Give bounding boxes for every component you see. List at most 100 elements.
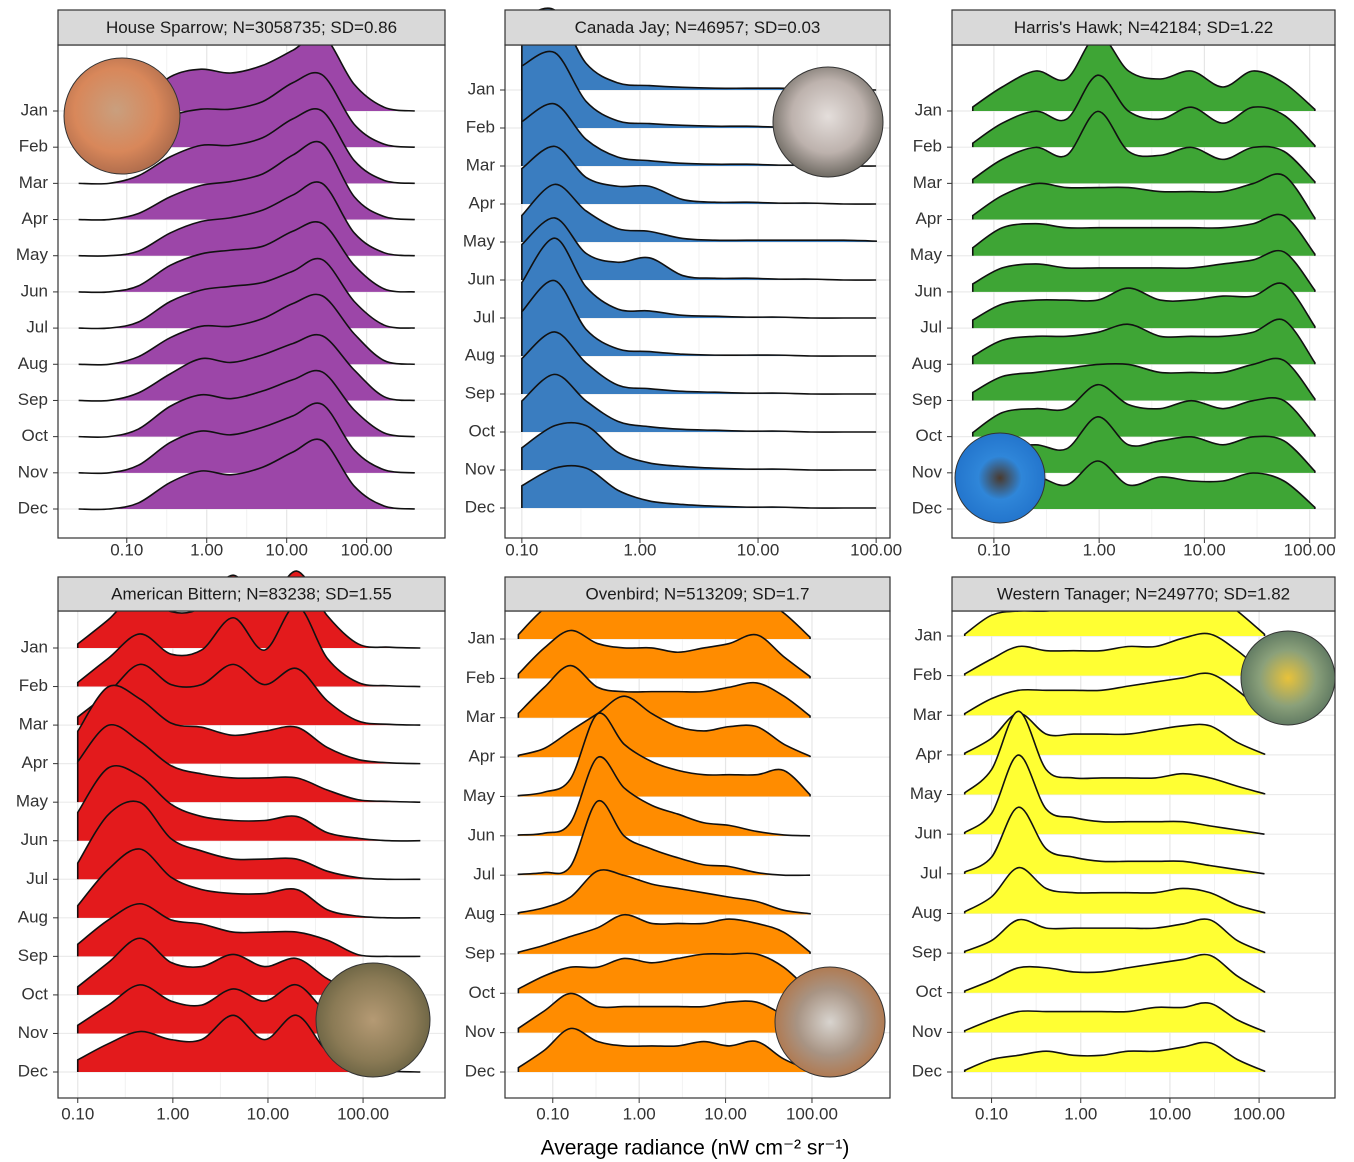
y-tick-label: Mar [913, 705, 943, 724]
x-tick-label: 100.00 [850, 540, 902, 559]
y-tick-label: Jun [468, 269, 495, 288]
x-tick-label: 0.10 [975, 1104, 1008, 1123]
y-tick-label: Dec [465, 1061, 496, 1080]
panel-title: American Bittern; N=83238; SD=1.55 [111, 584, 392, 603]
x-tick-label: 0.10 [61, 1104, 94, 1123]
y-tick-label: Jul [473, 865, 495, 884]
x-tick-label: 10.00 [704, 1104, 747, 1123]
y-tick-label: Nov [18, 1023, 49, 1042]
figure: Jan Feb Mar Apr May Jun Jul Aug Sep Oct Nov Dec 0.10… [0, 0, 1354, 1162]
y-tick-label: Nov [18, 462, 49, 481]
photo [316, 963, 430, 1077]
y-tick-label: Apr [22, 753, 49, 772]
y-tick-label: Oct [469, 421, 496, 440]
y-tick-label: Aug [18, 907, 48, 926]
y-tick-label: Aug [465, 345, 495, 364]
y-tick-label: Feb [466, 668, 495, 687]
y-tick-label: Oct [22, 984, 49, 1003]
x-tick-label: 100.00 [786, 1104, 838, 1123]
y-tick-label: Mar [466, 707, 496, 726]
photo [955, 433, 1045, 523]
x-tick-label: 1.00 [623, 1104, 656, 1123]
y-tick-label: Dec [18, 1061, 49, 1080]
panel-title: Western Tanager; N=249770; SD=1.82 [997, 584, 1290, 603]
y-tick-label: Jun [915, 824, 942, 843]
x-tick-label: 10.00 [1183, 540, 1226, 559]
y-tick-label: May [16, 792, 49, 811]
y-tick-label: Aug [912, 903, 942, 922]
x-tick-label: 1.00 [623, 540, 656, 559]
y-tick-label: Nov [465, 1022, 496, 1041]
y-tick-label: Mar [466, 155, 496, 174]
y-tick-label: Jan [915, 625, 942, 644]
x-tick-label: 1.00 [1083, 540, 1116, 559]
y-tick-label: Apr [22, 209, 49, 228]
y-tick-label: Dec [912, 498, 943, 517]
y-tick-label: Jan [21, 100, 48, 119]
y-tick-label: May [910, 784, 943, 803]
y-tick-label: Oct [916, 982, 943, 1001]
y-tick-label: Mar [913, 173, 943, 192]
y-tick-label: Sep [912, 943, 942, 962]
y-tick-label: Jul [920, 318, 942, 337]
y-tick-label: Oct [469, 983, 496, 1002]
y-tick-label: May [910, 245, 943, 264]
y-tick-label: Apr [469, 193, 496, 212]
y-tick-label: Jun [915, 281, 942, 300]
y-tick-label: Jul [473, 307, 495, 326]
y-tick-label: Sep [18, 390, 48, 409]
panels: Jan Feb Mar Apr May Jun Jul Aug Sep Oct Nov Dec 0.10… [16, 8, 1336, 1123]
x-tick-label: 100.00 [1284, 540, 1336, 559]
y-tick-label: Jul [920, 863, 942, 882]
x-tick-label: 100.00 [337, 1104, 389, 1123]
x-tick-label: 10.00 [1149, 1104, 1192, 1123]
photo [64, 58, 180, 174]
y-tick-label: Nov [912, 462, 943, 481]
y-tick-label: May [463, 231, 496, 250]
y-tick-label: Apr [469, 747, 496, 766]
x-tick-label: 1.00 [190, 540, 223, 559]
y-tick-label: Jul [26, 318, 48, 337]
y-tick-label: Jun [468, 825, 495, 844]
y-tick-label: Apr [916, 209, 943, 228]
x-tick-label: 10.00 [265, 540, 308, 559]
y-tick-label: May [463, 786, 496, 805]
y-tick-label: Dec [465, 497, 496, 516]
photo [773, 67, 883, 177]
y-tick-label: Mar [19, 715, 49, 734]
y-tick-label: Aug [465, 904, 495, 923]
photo [775, 967, 885, 1077]
y-tick-label: Aug [912, 354, 942, 373]
y-tick-label: Feb [466, 117, 495, 136]
y-tick-label: Dec [18, 498, 49, 517]
y-tick-label: Feb [913, 137, 942, 156]
y-tick-label: Feb [19, 676, 48, 695]
y-tick-label: Jan [21, 637, 48, 656]
x-tick-label: 1.00 [156, 1104, 189, 1123]
y-tick-label: Oct [916, 426, 943, 445]
y-tick-label: Jan [915, 100, 942, 119]
x-tick-label: 10.00 [737, 540, 780, 559]
y-tick-label: Feb [19, 137, 48, 156]
y-tick-label: Jun [21, 281, 48, 300]
y-tick-label: Mar [19, 173, 49, 192]
y-tick-label: Sep [465, 943, 495, 962]
y-tick-label: Sep [912, 390, 942, 409]
photo [1241, 631, 1335, 725]
y-tick-label: Jul [26, 869, 48, 888]
y-tick-label: Jun [21, 830, 48, 849]
x-tick-label: 10.00 [247, 1104, 290, 1123]
panel-title: Canada Jay; N=46957; SD=0.03 [575, 18, 821, 37]
x-tick-label: 0.10 [536, 1104, 569, 1123]
y-tick-label: Jan [468, 79, 495, 98]
y-tick-label: Nov [465, 459, 496, 478]
x-tick-label: 0.10 [505, 540, 538, 559]
x-tick-label: 0.10 [110, 540, 143, 559]
y-tick-label: Nov [912, 1022, 943, 1041]
x-tick-label: 0.10 [977, 540, 1010, 559]
y-tick-label: Oct [22, 426, 49, 445]
y-tick-label: Apr [916, 744, 943, 763]
y-tick-label: Feb [913, 665, 942, 684]
y-tick-label: Sep [465, 383, 495, 402]
x-tick-label: 100.00 [1233, 1104, 1285, 1123]
